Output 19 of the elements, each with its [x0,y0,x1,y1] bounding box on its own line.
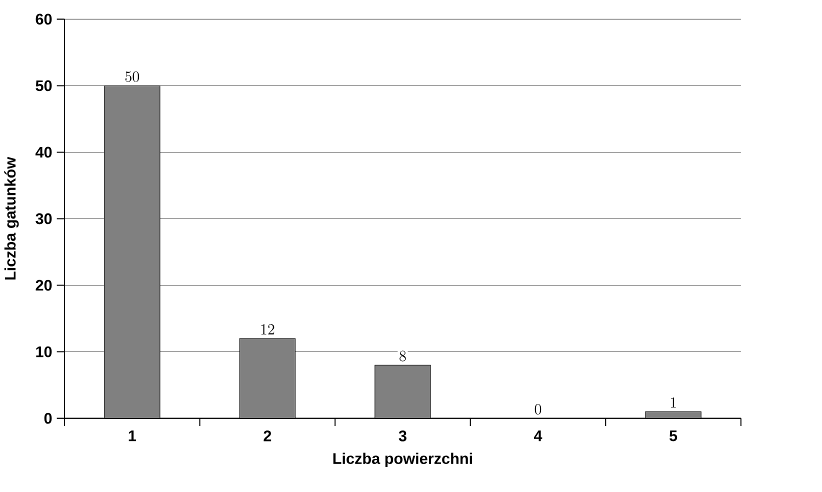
x-tick-label: 5 [669,430,678,442]
y-axis-title: Liczba gatunków [4,156,19,280]
data-label: 12 [261,324,274,334]
x-axis-title: Liczba powierzchni [333,452,472,467]
x-tick-label: 2 [264,430,272,442]
x-tick-label: 4 [534,430,542,441]
y-tick-label: 20 [36,280,52,291]
x-tick-label: 1 [128,430,136,441]
data-label: 8 [400,350,406,362]
y-tick-label: 50 [36,80,52,92]
y-tick-label: 40 [35,146,52,158]
x-tick-label: 3 [398,430,406,442]
y-tick-label: 10 [36,346,52,358]
data-label: 0 [534,404,542,414]
y-tick-label: 0 [44,412,52,424]
y-tick-label: 60 [36,14,52,25]
data-label: 50 [125,71,140,82]
y-tick-label: 30 [36,213,52,224]
data-label: 1 [670,397,676,408]
